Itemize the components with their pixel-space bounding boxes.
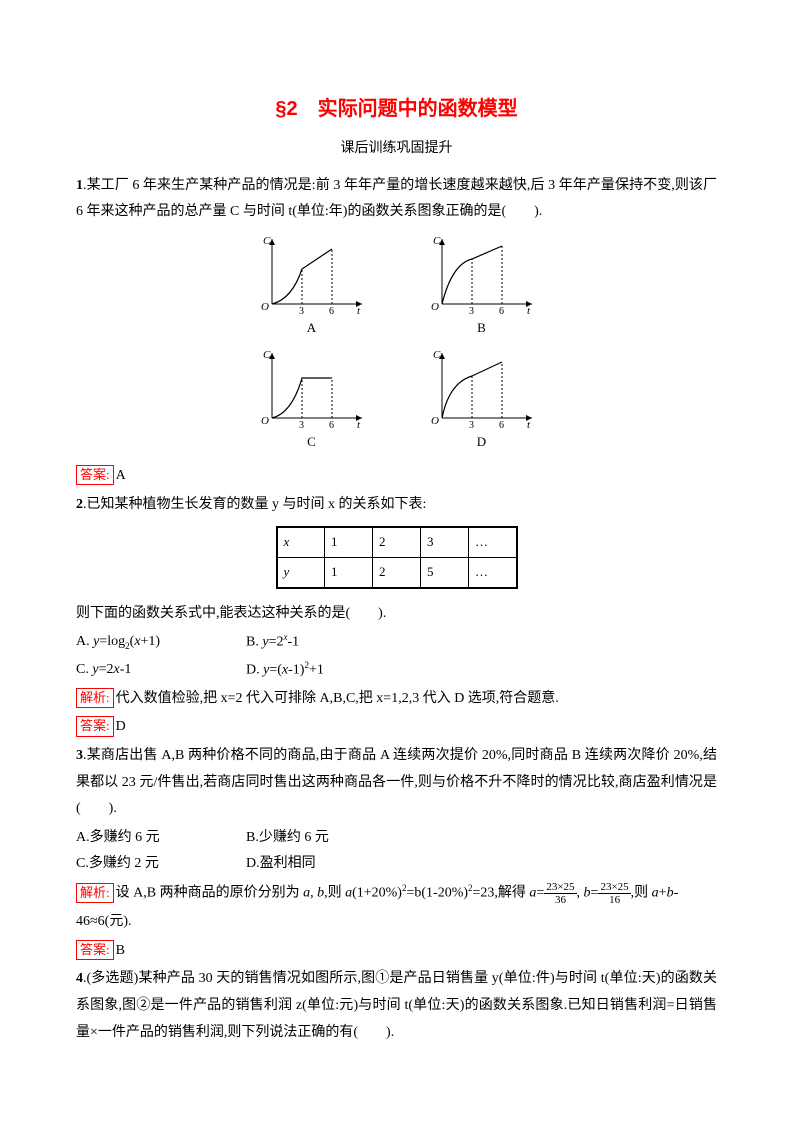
svg-text:C: C xyxy=(433,349,441,361)
svg-text:t: t xyxy=(357,419,361,428)
svg-text:O: O xyxy=(431,415,439,427)
q3-analysis: 解析:设 A,B 两种商品的原价分别为 a, b,则 a(1+20%)2=b(1… xyxy=(76,880,717,907)
svg-text:6: 6 xyxy=(499,306,504,314)
chart-b: O C t 3 6 B xyxy=(427,234,537,341)
q2-text: 2.已知某种植物生长发育的数量 y 与时间 x 的关系如下表: xyxy=(76,492,717,519)
q3-num: 3 xyxy=(76,748,83,763)
chart-a-svg: O C t 3 6 xyxy=(257,234,367,314)
svg-text:C: C xyxy=(263,349,271,361)
analysis-tag: 解析: xyxy=(76,688,114,708)
answer-tag: 答案: xyxy=(76,716,114,736)
chart-c-svg: O C t 3 6 xyxy=(257,348,367,428)
q3-options: A.多赚约 6 元 B.少赚约 6 元 C.多赚约 2 元 D.盈利相同 xyxy=(76,825,717,878)
q3-answer: 答案:B xyxy=(76,938,717,965)
q3-optA: A.多赚约 6 元 xyxy=(76,825,246,852)
svg-text:3: 3 xyxy=(299,420,304,428)
chart-d-svg: O C t 3 6 xyxy=(427,348,537,428)
q3-analysis-2: 46≈6(元). xyxy=(76,909,717,936)
q2-table: x 1 2 3 … y 1 2 5 … xyxy=(276,526,518,588)
svg-text:t: t xyxy=(357,305,361,314)
q3-optD: D.盈利相同 xyxy=(246,851,316,878)
q1-answer: 答案:A xyxy=(76,463,717,490)
svg-text:O: O xyxy=(431,301,439,313)
q1-charts-row1: O C t 3 6 A O C t 3 6 B xyxy=(76,234,717,341)
q2-optA: A. y=log2(x+1) xyxy=(76,629,246,656)
q4-num: 4 xyxy=(76,971,83,986)
answer-tag: 答案: xyxy=(76,465,114,485)
chart-a: O C t 3 6 A xyxy=(257,234,367,341)
answer-tag: 答案: xyxy=(76,940,114,960)
q2-answer: 答案:D xyxy=(76,714,717,741)
svg-text:t: t xyxy=(527,419,531,428)
svg-text:3: 3 xyxy=(469,306,474,314)
q3-text: 3.某商店出售 A,B 两种价格不同的商品,由于商品 A 连续两次提价 20%,… xyxy=(76,743,717,823)
svg-text:6: 6 xyxy=(329,306,334,314)
page-subtitle: 课后训练巩固提升 xyxy=(76,136,717,163)
q4-text: 4.(多选题)某种产品 30 天的销售情况如图所示,图①是产品日销售量 y(单位… xyxy=(76,966,717,1046)
svg-text:C: C xyxy=(263,235,271,247)
svg-text:3: 3 xyxy=(299,306,304,314)
svg-text:6: 6 xyxy=(499,420,504,428)
chart-d: O C t 3 6 D xyxy=(427,348,537,455)
svg-text:3: 3 xyxy=(469,420,474,428)
q3-optB: B.少赚约 6 元 xyxy=(246,825,329,852)
q1-num: 1 xyxy=(76,178,83,193)
chart-b-svg: O C t 3 6 xyxy=(427,234,537,314)
q1-text: 1.某工厂 6 年来生产某种产品的情况是:前 3 年年产量的增长速度越来越快,后… xyxy=(76,173,717,226)
svg-text:t: t xyxy=(527,305,531,314)
q2-optD: D. y=(x-1)2+1 xyxy=(246,657,324,684)
q2-optB: B. y=2x-1 xyxy=(246,629,299,656)
q2-prompt: 则下面的函数关系式中,能表达这种关系的是( ). xyxy=(76,601,717,628)
chart-c: O C t 3 6 C xyxy=(257,348,367,455)
q2-optC: C. y=2x-1 xyxy=(76,657,246,684)
q2-num: 2 xyxy=(76,497,83,512)
q3-optC: C.多赚约 2 元 xyxy=(76,851,246,878)
page-title: §2 实际问题中的函数模型 xyxy=(76,90,717,128)
svg-text:6: 6 xyxy=(329,420,334,428)
svg-text:O: O xyxy=(261,301,269,313)
svg-text:O: O xyxy=(261,415,269,427)
q2-options: A. y=log2(x+1) B. y=2x-1 C. y=2x-1 D. y=… xyxy=(76,629,717,684)
svg-text:C: C xyxy=(433,235,441,247)
q2-analysis: 解析:代入数值检验,把 x=2 代入可排除 A,B,C,把 x=1,2,3 代入… xyxy=(76,686,717,713)
q1-charts-row2: O C t 3 6 C O C t 3 6 D xyxy=(76,348,717,455)
analysis-tag: 解析: xyxy=(76,883,114,903)
